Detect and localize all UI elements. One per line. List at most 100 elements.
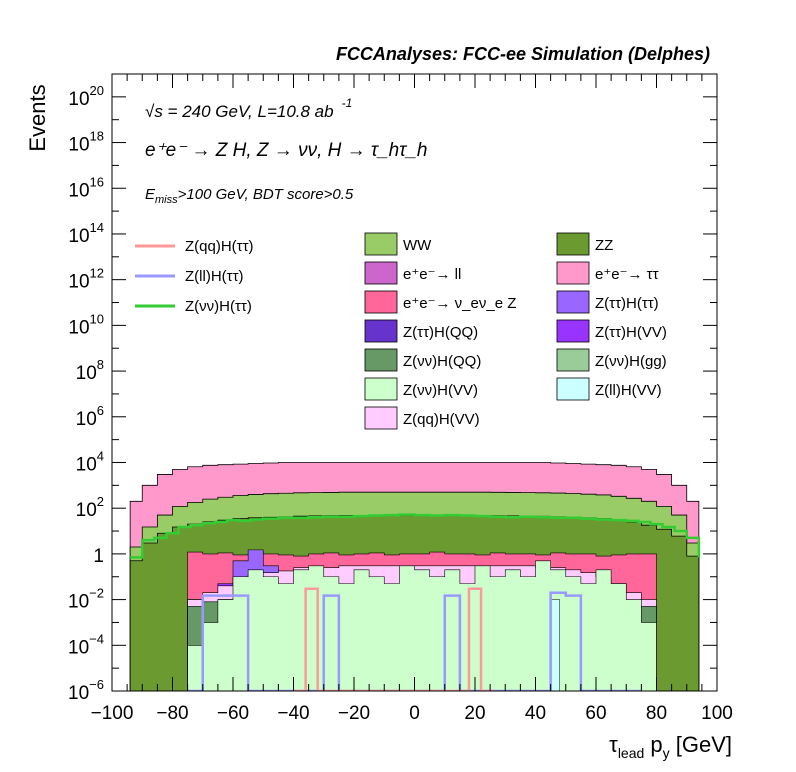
y-axis-title: Events (25, 84, 50, 151)
legend: Z(qq)H(ττ) Z(ll)H(ττ) Z(νν)H(ττ) WW ZZ e⁺e⁻→ … (135, 232, 667, 430)
legend-box-swatch (364, 232, 398, 256)
legend-box-swatch (556, 290, 590, 314)
y-tick-exp: −4 (89, 631, 104, 646)
y-tick-label: 1016 (68, 174, 104, 201)
line-z-h- (130, 513, 701, 559)
x-tick-label: 60 (585, 703, 606, 724)
y-tick-label: 1018 (68, 129, 104, 156)
y-tick-exp: 16 (90, 174, 104, 189)
y-tick-base: 10 (68, 317, 89, 338)
y-tick-exp: 8 (97, 357, 104, 372)
legend-box-swatch (364, 348, 398, 372)
legend-line-label: Z(ll)H(ττ) (185, 268, 244, 285)
annotation-energy-lumi: √s = 240 GeV, L=10.8 ab -1 (145, 96, 352, 121)
x-axis-title: τlead py [GeV] (609, 732, 732, 761)
y-tick-label: 10−2 (68, 586, 104, 613)
y-tick-base: 10 (76, 500, 97, 521)
x-tick-label: 20 (464, 703, 485, 724)
y-tick-label: 1020 (68, 83, 104, 110)
legend-box-swatch (364, 377, 398, 401)
x-title-sub: lead (618, 745, 644, 761)
x-tick-label: −100 (91, 703, 134, 724)
y-tick-label: 106 (76, 403, 104, 430)
y-tick-exp: 2 (97, 494, 104, 509)
legend-box-label: WW (403, 237, 432, 254)
y-tick-base: 10 (68, 226, 89, 247)
annotation-process: e⁺e⁻ → Z H, Z → νν, H → τ_hτ_h (145, 140, 427, 161)
y-tick-label: 10−4 (68, 631, 104, 658)
annot-cut-e: E (145, 186, 156, 203)
y-tick-exp: 10 (90, 311, 104, 326)
x-title-sub2: y (663, 745, 670, 761)
legend-box-label: Z(ττ)H(VV) (595, 324, 667, 341)
annot-energy: √s = 240 GeV, L=10.8 ab (145, 102, 334, 121)
y-tick-base: 10 (68, 272, 89, 293)
x-tick-label: −80 (156, 703, 188, 724)
line-z-qq-h- (293, 587, 494, 691)
hist-zllhvv-bin (550, 599, 560, 691)
signal-lines (130, 513, 701, 691)
legend-box-swatch (364, 261, 398, 285)
y-tick-exp: 20 (90, 83, 104, 98)
x-title-unit: [GeV] (670, 732, 732, 757)
y-tick-exp: −6 (89, 677, 104, 692)
legend-box-swatch (556, 348, 590, 372)
y-tick-base: 10 (68, 592, 89, 613)
legend-box-swatch (364, 290, 398, 314)
stack-histograms (187, 549, 657, 691)
y-tick-label: 108 (76, 357, 104, 384)
legend-box-swatch (556, 377, 590, 401)
annotations: √s = 240 GeV, L=10.8 ab -1 e⁺e⁻ → Z H, Z … (145, 96, 427, 206)
x-tick-label: −60 (217, 703, 249, 724)
legend-box-label: e⁺e⁻→ ττ (595, 266, 659, 283)
legend-box-label: ZZ (595, 237, 613, 254)
y-tick-exp: 6 (97, 403, 104, 418)
y-tick-exp: −2 (89, 586, 104, 601)
legend-box-swatch (556, 261, 590, 285)
legend-line-label: Z(qq)H(ττ) (185, 238, 254, 255)
x-tick-labels: −100 −80 −60 −40 −20 0 20 40 60 80 100 (91, 703, 733, 724)
y-tick-base: 10 (68, 683, 89, 704)
legend-line-label: Z(νν)H(ττ) (185, 298, 252, 315)
legend-box-swatch (364, 406, 398, 430)
y-tick-exp: 18 (90, 129, 104, 144)
y-tick-label: 104 (76, 448, 104, 475)
y-tick-base: 10 (68, 637, 89, 658)
chart-header: FCCAnalyses: FCC-ee Simulation (Delphes) (336, 44, 710, 64)
legend-box-label: Z(νν)H(gg) (595, 353, 667, 370)
y-tick-labels: 10−610−410−21102104106108101010121014101… (68, 83, 104, 704)
legend-box-swatch (556, 319, 590, 343)
y-tick-exp: 4 (97, 448, 104, 463)
x-tick-label: −20 (338, 703, 370, 724)
annot-energy-sup: -1 (342, 96, 353, 110)
x-tick-label: 100 (701, 703, 733, 724)
legend-box-swatch (556, 232, 590, 256)
y-tick-base: 10 (68, 135, 89, 156)
y-tick-label: 1 (93, 546, 104, 567)
y-tick-base: 1 (93, 546, 104, 567)
y-tick-exp: 12 (90, 266, 104, 281)
y-tick-base: 10 (76, 363, 97, 384)
y-tick-label: 1010 (68, 311, 104, 338)
legend-box-label: Z(qq)H(VV) (403, 411, 480, 428)
legend-box-label: Z(ττ)H(ττ) (595, 295, 659, 312)
legend-box-label: Z(ττ)H(QQ) (403, 324, 478, 341)
x-tick-label: 0 (409, 703, 420, 724)
y-tick-base: 10 (68, 180, 89, 201)
legend-box-label: Z(νν)H(VV) (403, 382, 478, 399)
annotation-cuts: Emiss>100 GeV, BDT score>0.5 (145, 186, 354, 206)
y-tick-base: 10 (76, 409, 97, 430)
legend-box-label: Z(ll)H(VV) (595, 382, 662, 399)
x-tick-label: 80 (646, 703, 667, 724)
y-tick-exp: 14 (90, 220, 104, 235)
y-tick-label: 10−6 (68, 677, 104, 704)
legend-box-swatch (364, 319, 398, 343)
line-z-ll-h- (187, 591, 642, 691)
x-tick-label: −40 (277, 703, 309, 724)
y-tick-base: 10 (68, 89, 89, 110)
legend-box-label: e⁺e⁻→ ν_eν_e Z (403, 295, 516, 312)
annot-cut-sub: miss (155, 194, 178, 206)
y-tick-label: 1012 (68, 266, 104, 293)
annot-cut-post: >100 GeV, BDT score>0.5 (178, 186, 354, 203)
